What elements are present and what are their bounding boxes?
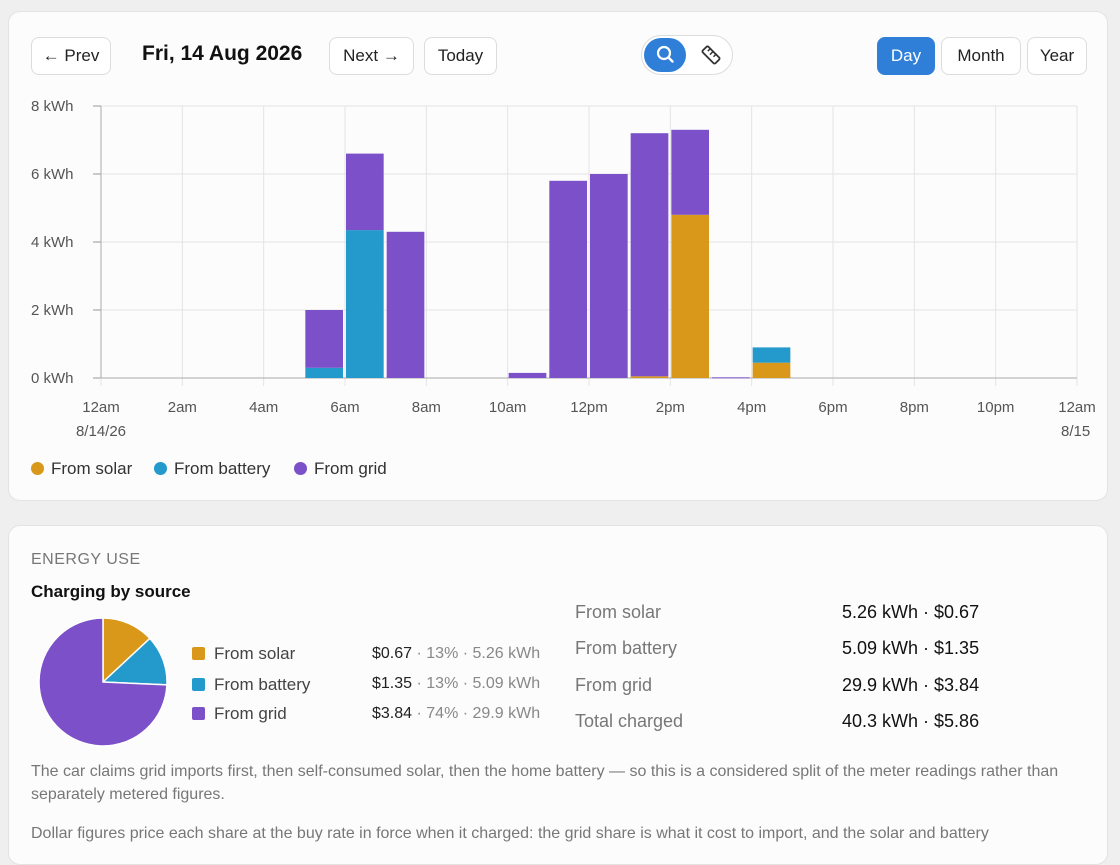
summary-value-grid: 29.9 kWh · $3.84 xyxy=(842,675,980,695)
x-tick-label: 10pm xyxy=(977,399,1015,416)
summary-label-grid: From grid xyxy=(575,675,653,695)
bar-grid-2pm xyxy=(671,129,709,215)
period-month-button[interactable]: Month xyxy=(941,37,1021,75)
pie-legend-battery-swatch xyxy=(192,678,205,691)
next-button[interactable]: Next → xyxy=(329,37,414,75)
legend-battery-swatch xyxy=(154,462,167,475)
legend-grid-swatch xyxy=(294,462,307,475)
date-title: Fri, 14 Aug 2026 xyxy=(142,42,303,65)
section-label: ENERGY USE xyxy=(31,551,141,568)
bar-grid-3pm xyxy=(712,377,750,379)
legend-grid: From grid xyxy=(294,459,387,479)
pie-value-grid: $3.84 · 74% · 29.9 kWh xyxy=(372,705,541,722)
pie-legend-battery: From battery xyxy=(192,675,310,695)
energy-use-card: ENERGY USE Charging by source From solar… xyxy=(8,525,1108,865)
legend-solar: From solar xyxy=(31,459,132,479)
x-tick-label: 12pm xyxy=(570,399,608,416)
pie-slice-from-grid xyxy=(38,617,168,747)
bar-battery-4pm xyxy=(752,347,791,363)
legend-solar-swatch xyxy=(31,462,44,475)
summary-label-total: Total charged xyxy=(575,711,684,731)
x-tick-label: 10am xyxy=(489,399,527,416)
energy-chart-card: ← Prev Fri, 14 Aug 2026 Next → Today Day… xyxy=(8,11,1108,501)
pie-value-solar: $0.67 · 13% · 5.26 kWh xyxy=(372,645,541,662)
y-tick-label: 0 kWh xyxy=(31,370,74,387)
pie-detail-solar: 13% · 5.26 kWh xyxy=(426,645,541,662)
pie-legend-grid-swatch xyxy=(192,707,205,720)
bar-grid-10am xyxy=(508,372,547,378)
x-date-label-end: 8/15 xyxy=(1061,423,1090,440)
note-allocation: The car claims grid imports first, then … xyxy=(31,763,1059,803)
chart-tool-toggle xyxy=(641,35,733,75)
summary-label-solar: From solar xyxy=(575,602,662,622)
bar-grid-5am xyxy=(305,310,343,368)
x-tick-label: 4am xyxy=(249,399,278,416)
period-day-button[interactable]: Day xyxy=(877,37,935,75)
pie-cost-battery: $1.35 xyxy=(372,675,413,692)
bar-solar-1pm xyxy=(630,376,669,378)
prev-button[interactable]: ← Prev xyxy=(31,37,111,75)
ruler-icon[interactable] xyxy=(692,38,730,72)
x-tick-label: 6pm xyxy=(818,399,847,416)
x-tick-label: 8pm xyxy=(900,399,929,416)
search-icon[interactable] xyxy=(644,38,686,72)
pie-detail-battery: 13% · 5.09 kWh xyxy=(426,675,541,692)
bar-grid-6am xyxy=(346,153,384,231)
bar-grid-12pm xyxy=(590,174,628,378)
x-date-label-start: 8/14/26 xyxy=(76,423,126,440)
bar-solar-4pm xyxy=(752,362,791,378)
pie-legend-grid-label: From grid xyxy=(214,704,287,723)
section-title: Charging by source xyxy=(31,582,191,601)
y-tick-label: 8 kWh xyxy=(31,98,74,115)
note-pricing: Dollar figures price each share at the b… xyxy=(31,825,989,842)
today-button[interactable]: Today xyxy=(424,37,497,75)
pie-legend-solar-swatch xyxy=(192,647,205,660)
y-tick-label: 4 kWh xyxy=(31,234,74,251)
legend-grid-label: From grid xyxy=(314,459,387,478)
bar-grid-1pm xyxy=(630,133,669,377)
charging-pie-chart xyxy=(38,617,168,747)
pie-cost-grid: $3.84 xyxy=(372,705,413,722)
x-tick-label: 2am xyxy=(168,399,197,416)
summary-value-battery: 5.09 kWh · $1.35 xyxy=(842,638,980,658)
x-tick-label: 2pm xyxy=(656,399,685,416)
legend-solar-label: From solar xyxy=(51,459,133,478)
summary-value-total: 40.3 kWh · $5.86 xyxy=(842,711,980,731)
pie-legend-battery-label: From battery xyxy=(214,675,311,694)
bar-solar-2pm xyxy=(671,214,709,378)
energy-bar-chart: 0 kWh 2 kWh 4 kWh 6 kWh 8 kWh 12am 2am 4am 6am 8a… xyxy=(31,98,1096,440)
x-tick-label: 12am xyxy=(82,399,120,416)
pie-legend-grid: From grid xyxy=(192,704,287,724)
pie-legend-solar-label: From solar xyxy=(214,644,296,663)
y-tick-label: 2 kWh xyxy=(31,302,74,319)
x-tick-label: 4pm xyxy=(737,399,766,416)
bar-battery-5am xyxy=(305,367,343,378)
y-tick-label: 6 kWh xyxy=(31,166,74,183)
bar-grid-11am xyxy=(549,180,587,378)
pie-value-battery: $1.35 · 13% · 5.09 kWh xyxy=(372,675,541,692)
summary-value-solar: 5.26 kWh · $0.67 xyxy=(842,602,980,622)
x-tick-label: 12am xyxy=(1058,399,1096,416)
pie-cost-solar: $0.67 xyxy=(372,645,413,662)
pie-legend-solar: From solar xyxy=(192,644,295,664)
pie-detail-grid: 74% · 29.9 kWh xyxy=(426,705,541,722)
x-tick-label: 6am xyxy=(330,399,359,416)
bar-grid-7am xyxy=(386,231,425,378)
legend-battery: From battery xyxy=(154,459,270,479)
summary-label-battery: From battery xyxy=(575,638,678,658)
legend-battery-label: From battery xyxy=(174,459,271,478)
x-tick-label: 8am xyxy=(412,399,441,416)
period-year-button[interactable]: Year xyxy=(1027,37,1087,75)
bar-battery-6am xyxy=(346,230,384,378)
